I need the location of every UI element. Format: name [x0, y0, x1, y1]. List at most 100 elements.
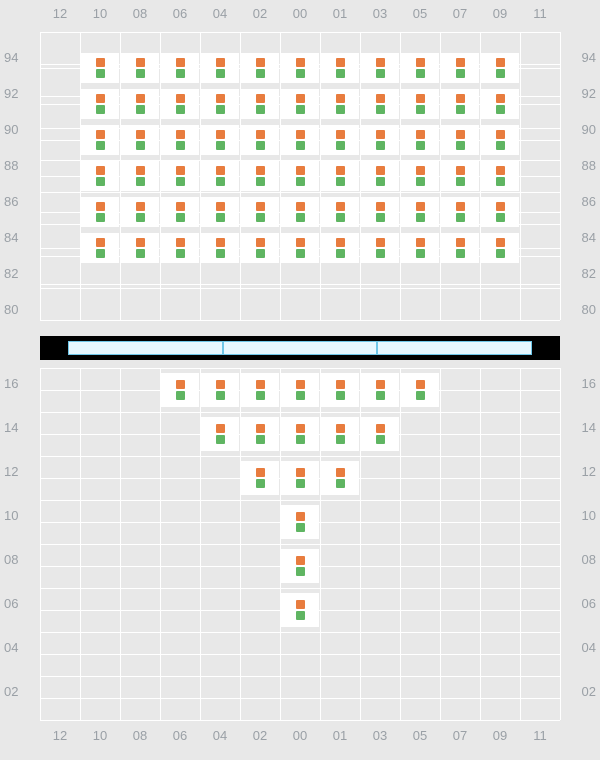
- seat-90-09[interactable]: [481, 89, 519, 119]
- seat-90-04[interactable]: [201, 89, 239, 119]
- seat-90-10[interactable]: [81, 89, 119, 119]
- seat-88-07[interactable]: [441, 125, 479, 155]
- status-bottom: [176, 177, 185, 186]
- top-section: [40, 32, 560, 320]
- seat-88-02[interactable]: [241, 125, 279, 155]
- seat-88-03[interactable]: [361, 125, 399, 155]
- seat-86-08[interactable]: [121, 161, 159, 191]
- seat-86-04[interactable]: [201, 161, 239, 191]
- seat-86-05[interactable]: [401, 161, 439, 191]
- seat-b2-02[interactable]: [241, 461, 279, 495]
- seat-88-04[interactable]: [201, 125, 239, 155]
- seat-82-10[interactable]: [81, 233, 119, 263]
- seat-82-05[interactable]: [401, 233, 439, 263]
- seat-92-09[interactable]: [481, 53, 519, 83]
- seat-82-07[interactable]: [441, 233, 479, 263]
- seat-b1-03[interactable]: [361, 417, 399, 451]
- seat-90-07[interactable]: [441, 89, 479, 119]
- seat-86-03[interactable]: [361, 161, 399, 191]
- seat-84-08[interactable]: [121, 197, 159, 227]
- seat-86-00[interactable]: [281, 161, 319, 191]
- seat-88-08[interactable]: [121, 125, 159, 155]
- seat-82-09[interactable]: [481, 233, 519, 263]
- seat-b3-00[interactable]: [281, 505, 319, 539]
- seat-b0-00[interactable]: [281, 373, 319, 407]
- seat-82-00[interactable]: [281, 233, 319, 263]
- status-top: [96, 94, 105, 103]
- status-top: [496, 202, 505, 211]
- status-top: [336, 380, 345, 389]
- row-labels-top-left: 9492908886848280: [4, 40, 28, 328]
- seat-b1-02[interactable]: [241, 417, 279, 451]
- seat-92-04[interactable]: [201, 53, 239, 83]
- seat-90-06[interactable]: [161, 89, 199, 119]
- seat-b0-03[interactable]: [361, 373, 399, 407]
- seat-86-09[interactable]: [481, 161, 519, 191]
- seat-86-10[interactable]: [81, 161, 119, 191]
- seat-b2-01[interactable]: [321, 461, 359, 495]
- status-top: [336, 424, 345, 433]
- seat-88-01[interactable]: [321, 125, 359, 155]
- seat-82-06[interactable]: [161, 233, 199, 263]
- status-bottom: [496, 249, 505, 258]
- seat-90-02[interactable]: [241, 89, 279, 119]
- seat-82-08[interactable]: [121, 233, 159, 263]
- seat-92-01[interactable]: [321, 53, 359, 83]
- column-label: 05: [400, 728, 440, 743]
- seat-92-02[interactable]: [241, 53, 279, 83]
- seat-92-07[interactable]: [441, 53, 479, 83]
- status-top: [376, 130, 385, 139]
- seat-90-03[interactable]: [361, 89, 399, 119]
- seat-84-00[interactable]: [281, 197, 319, 227]
- seat-90-05[interactable]: [401, 89, 439, 119]
- seat-b0-05[interactable]: [401, 373, 439, 407]
- seat-84-02[interactable]: [241, 197, 279, 227]
- seat-86-06[interactable]: [161, 161, 199, 191]
- seat-b0-02[interactable]: [241, 373, 279, 407]
- seat-b1-04[interactable]: [201, 417, 239, 451]
- seat-82-01[interactable]: [321, 233, 359, 263]
- seat-b4-00[interactable]: [281, 549, 319, 583]
- seat-86-02[interactable]: [241, 161, 279, 191]
- seat-b0-06[interactable]: [161, 373, 199, 407]
- seat-84-06[interactable]: [161, 197, 199, 227]
- seat-92-00[interactable]: [281, 53, 319, 83]
- seat-88-00[interactable]: [281, 125, 319, 155]
- seat-92-10[interactable]: [81, 53, 119, 83]
- seat-92-06[interactable]: [161, 53, 199, 83]
- seat-82-03[interactable]: [361, 233, 399, 263]
- seat-84-07[interactable]: [441, 197, 479, 227]
- seat-84-10[interactable]: [81, 197, 119, 227]
- seat-b5-00[interactable]: [281, 593, 319, 627]
- seat-88-10[interactable]: [81, 125, 119, 155]
- row-label: 04: [572, 626, 596, 670]
- seat-86-07[interactable]: [441, 161, 479, 191]
- seat-92-03[interactable]: [361, 53, 399, 83]
- seat-86-01[interactable]: [321, 161, 359, 191]
- seat-92-05[interactable]: [401, 53, 439, 83]
- seat-b2-00[interactable]: [281, 461, 319, 495]
- seat-b1-00[interactable]: [281, 417, 319, 451]
- seat-b0-04[interactable]: [201, 373, 239, 407]
- status-bottom: [296, 105, 305, 114]
- seat-88-05[interactable]: [401, 125, 439, 155]
- seat-84-04[interactable]: [201, 197, 239, 227]
- row-label: 80: [4, 292, 28, 328]
- seat-90-00[interactable]: [281, 89, 319, 119]
- row-label: 06: [4, 582, 28, 626]
- seat-90-08[interactable]: [121, 89, 159, 119]
- seat-84-01[interactable]: [321, 197, 359, 227]
- status-top: [336, 468, 345, 477]
- seat-82-04[interactable]: [201, 233, 239, 263]
- seat-92-08[interactable]: [121, 53, 159, 83]
- seat-b0-01[interactable]: [321, 373, 359, 407]
- seat-84-03[interactable]: [361, 197, 399, 227]
- seat-82-02[interactable]: [241, 233, 279, 263]
- seat-90-01[interactable]: [321, 89, 359, 119]
- status-top: [376, 94, 385, 103]
- seat-84-09[interactable]: [481, 197, 519, 227]
- seat-88-09[interactable]: [481, 125, 519, 155]
- seat-88-06[interactable]: [161, 125, 199, 155]
- seat-84-05[interactable]: [401, 197, 439, 227]
- seat-b1-01[interactable]: [321, 417, 359, 451]
